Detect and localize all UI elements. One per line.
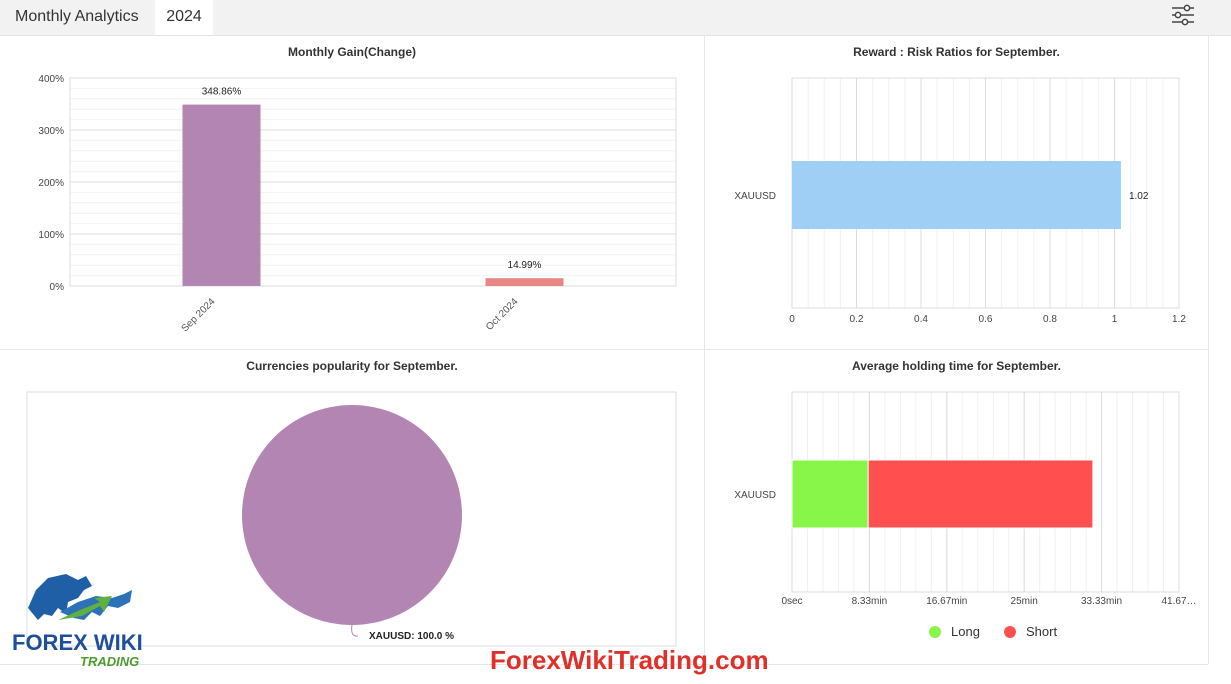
forex-wiki-logo: FOREX WIKI TRADING	[8, 568, 158, 674]
reward-risk-panel: Reward : Risk Ratios for September. 0 0.2…	[705, 36, 1208, 349]
pie-slice	[242, 405, 462, 625]
x-tick-label: 25min	[1011, 596, 1038, 607]
watermark-text: ForexWikiTrading.com	[490, 645, 769, 675]
y-tick-label: 300%	[38, 126, 64, 137]
currencies-panel: Currencies popularity for September. XAU…	[0, 350, 704, 664]
sliders-icon	[1172, 4, 1194, 26]
data-label: 14.99%	[508, 260, 542, 271]
x-tick-label: 33.33min	[1081, 596, 1122, 607]
x-tick-label: 16.67min	[926, 596, 967, 607]
x-tick-label: Sep 2024	[180, 296, 218, 334]
logo-line2: TRADING	[80, 654, 140, 669]
x-tick-label: 0.2	[850, 314, 864, 325]
reward-risk-chart: 0 0.2 0.4 0.6 0.8 1 1.2 XAUUSD 1.02	[734, 77, 1186, 325]
y-tick-label: 0%	[50, 282, 65, 293]
y-tick-label: 200%	[38, 178, 64, 189]
right-border	[1208, 36, 1209, 664]
monthly-gain-panel: Monthly Gain(Change) 0% 100% 200% 300% 400% 3…	[0, 36, 704, 349]
logo-line1: FOREX WIKI	[12, 630, 143, 655]
bar	[485, 278, 564, 286]
x-tick-label: 0sec	[781, 596, 802, 607]
data-label: 1.02	[1129, 191, 1149, 202]
pie-slice-label: XAUUSD: 100.0 %	[369, 631, 454, 642]
x-tick-label: 41.67…	[1161, 596, 1196, 607]
bull-bear-logo-icon	[28, 574, 132, 620]
reward-risk-title: Reward : Risk Ratios for September.	[853, 45, 1060, 59]
settings-button[interactable]	[1168, 2, 1198, 30]
x-tick-label: 1	[1112, 314, 1118, 325]
legend-short-label: Short	[1026, 624, 1058, 639]
bar	[182, 104, 261, 286]
holding-time-title: Average holding time for September.	[852, 359, 1061, 373]
bar-segment	[791, 459, 869, 529]
legend-long[interactable]: Long	[929, 624, 980, 639]
y-tick-label: 400%	[38, 74, 64, 85]
x-tick-label: 1.2	[1172, 314, 1186, 325]
x-tick-label: 0.6	[979, 314, 993, 325]
x-tick-label: 0.4	[914, 314, 928, 325]
legend-short[interactable]: Short	[1004, 624, 1057, 639]
x-tick-label: 8.33min	[852, 596, 888, 607]
y-tick-label: 100%	[38, 230, 64, 241]
y-tick-label: XAUUSD	[734, 191, 776, 202]
monthly-gain-title: Monthly Gain(Change)	[288, 45, 416, 59]
plot-border	[69, 77, 677, 287]
vertical-divider	[704, 36, 705, 664]
x-tick-label: 0.8	[1043, 314, 1057, 325]
horizontal-divider	[0, 349, 1208, 350]
header-bar: Monthly Analytics 2024	[0, 0, 1231, 36]
bar	[792, 161, 1121, 229]
holding-time-panel: Average holding time for September. 0sec…	[705, 350, 1208, 664]
monthly-gain-chart: 0% 100% 200% 300% 400% 348.86% Sep 2024 14.99% O…	[38, 74, 677, 334]
legend-long-dot	[929, 625, 941, 638]
holding-time-chart: 0sec 8.33min 16.67min 25min 33.33min 41.67… XA…	[734, 391, 1197, 607]
bottom-border	[0, 664, 1208, 665]
pie-label-leader	[351, 624, 359, 637]
currencies-pie-chart: XAUUSD: 100.0 %	[26, 391, 677, 647]
analytics-title: Monthly Analytics	[15, 8, 139, 25]
data-label: 348.86%	[202, 87, 242, 98]
tab-year-2024[interactable]: 2024	[155, 0, 213, 35]
currencies-title: Currencies popularity for September.	[246, 359, 458, 373]
x-tick-label: 0	[789, 314, 795, 325]
legend-short-dot	[1004, 625, 1016, 638]
x-tick-label: Oct 2024	[484, 296, 521, 333]
bar-segment	[867, 459, 1094, 529]
plot-border	[26, 391, 677, 647]
y-tick-label: XAUUSD	[734, 490, 776, 501]
legend-long-label: Long	[951, 624, 980, 639]
